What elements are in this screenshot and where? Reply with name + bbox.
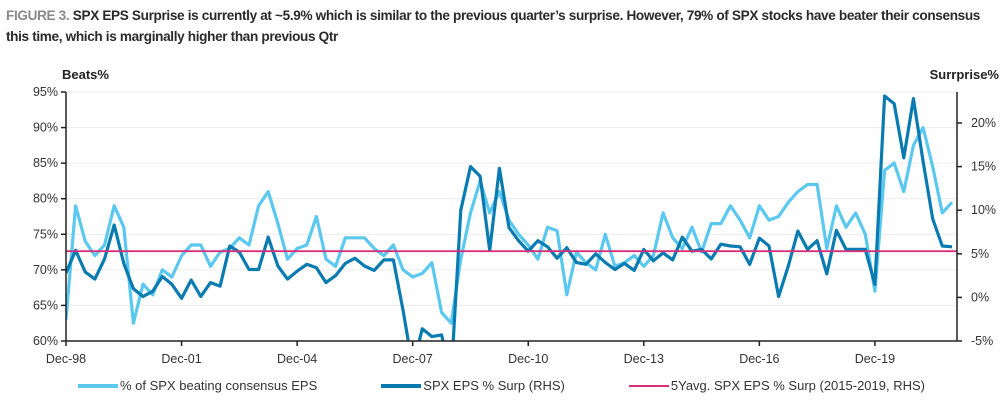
x-tick-label: Dec-98 [46, 352, 86, 366]
left-tick-label: 85% [33, 156, 58, 170]
legend-swatch [77, 383, 118, 388]
legend-swatch [381, 383, 422, 388]
x-tick-label: Dec-19 [855, 352, 895, 366]
right-tick-label: -5% [971, 334, 993, 348]
legend-item-5y-avg: 5Yavg. SPX EPS % Surp (2015-2019, RHS) [628, 378, 925, 393]
right-tick-label: 5% [971, 247, 989, 261]
gridlines [66, 91, 957, 306]
right-tick-label: 20% [971, 116, 996, 130]
figure-label: FIGURE 3. [6, 8, 70, 23]
left-tick-label: 80% [33, 192, 58, 206]
legend-item-beats: % of SPX beating consensus EPS [77, 378, 318, 393]
title-text: SPX EPS Surprise is currently at ~5.9% w… [6, 8, 981, 44]
legend-label: % of SPX beating consensus EPS [119, 378, 318, 393]
x-tick-label: Dec-01 [161, 352, 201, 366]
legend: % of SPX beating consensus EPS SPX EPS %… [0, 378, 1003, 393]
x-tick-label: Dec-04 [277, 352, 317, 366]
right-tick-label: 15% [971, 160, 996, 174]
left-tick-label: 75% [33, 227, 58, 241]
left-tick-label: 90% [33, 121, 58, 135]
left-tick-label: 95% [33, 85, 58, 99]
chart-title: FIGURE 3. SPX EPS Surprise is currently … [6, 5, 1001, 47]
legend-swatch [628, 384, 669, 387]
legend-label: 5Yavg. SPX EPS % Surp (2015-2019, RHS) [670, 378, 925, 393]
left-tick-label: 60% [33, 334, 58, 348]
legend-label: SPX EPS % Surp (RHS) [423, 378, 565, 393]
x-tick-label: Dec-16 [739, 352, 779, 366]
right-axis-title: Surrprise% [930, 67, 1000, 82]
axes: 60% 65% 70% 75% 80% 85% 90% 95% -5% 0% 5% 10% 15% 20%… [33, 85, 996, 366]
left-axis-title: Beats% [62, 67, 109, 82]
legend-item-surprise: SPX EPS % Surp (RHS) [381, 378, 565, 393]
right-tick-label: 10% [971, 203, 996, 217]
x-tick-label: Dec-10 [508, 352, 548, 366]
left-tick-label: 70% [33, 263, 58, 277]
series-group [66, 94, 957, 341]
right-tick-label: 0% [971, 290, 989, 304]
x-tick-label: Dec-07 [393, 352, 433, 366]
left-tick-label: 65% [33, 298, 58, 312]
surprise-series-line [66, 94, 953, 341]
x-tick-label: Dec-13 [624, 352, 664, 366]
